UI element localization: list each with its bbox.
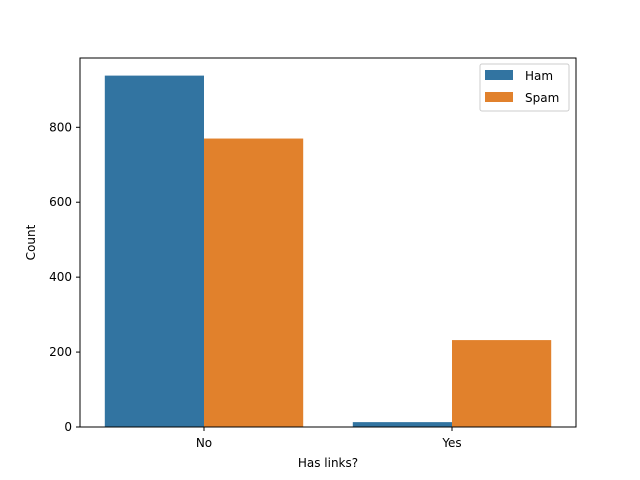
y-tick-label: 200 <box>49 345 72 359</box>
y-tick-label: 400 <box>49 270 72 284</box>
plot-frame <box>79 57 577 428</box>
y-tick-label: 0 <box>64 420 72 434</box>
x-axis: No Yes <box>196 427 462 450</box>
x-tick-label-yes: Yes <box>441 436 461 450</box>
y-axis-label: Count <box>24 224 38 260</box>
bars-group <box>104 75 552 427</box>
legend-label-spam: Spam <box>525 91 559 105</box>
legend-swatch-ham <box>485 70 513 80</box>
x-axis-label: Has links? <box>298 456 358 470</box>
bar-ham-no <box>104 75 204 427</box>
legend: Ham Spam <box>479 63 570 112</box>
bar-spam-yes <box>452 340 552 427</box>
y-tick-label: 600 <box>49 195 72 209</box>
bar-ham-yes <box>352 422 452 427</box>
legend-swatch-spam <box>485 92 513 102</box>
y-tick-label: 800 <box>49 120 72 134</box>
x-tick-label-no: No <box>196 436 212 450</box>
y-axis: 0 200 400 600 800 <box>49 120 80 434</box>
bar-spam-no <box>204 138 304 427</box>
legend-label-ham: Ham <box>525 69 553 83</box>
